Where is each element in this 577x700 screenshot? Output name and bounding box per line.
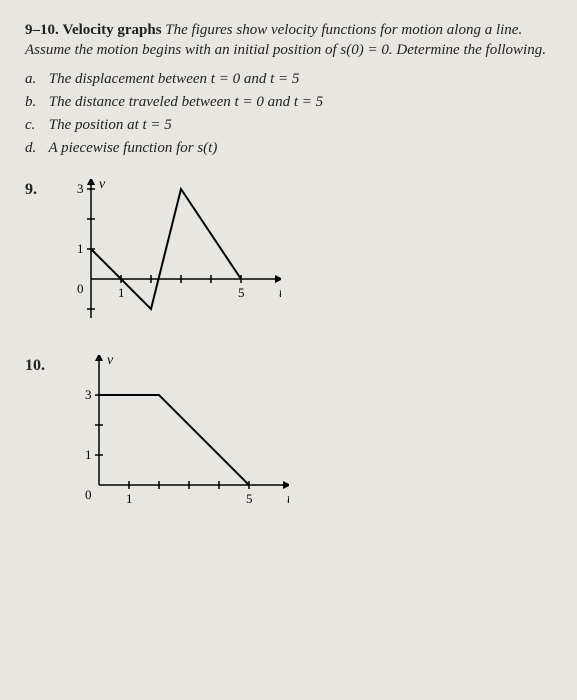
chart-9-number: 9. [25, 179, 37, 201]
question-text: The position at t = 5 [49, 117, 172, 133]
chart-9-block: 9. v t 0 1 5 1 3 [25, 179, 552, 345]
svg-text:3: 3 [77, 181, 84, 196]
svg-text:1: 1 [118, 285, 125, 300]
svg-text:3: 3 [85, 387, 92, 402]
question-b: b. The distance traveled between t = 0 a… [25, 92, 552, 112]
question-list: a. The displacement between t = 0 and t … [25, 69, 552, 159]
question-text: The distance traveled between t = 0 and … [49, 94, 323, 110]
svg-text:5: 5 [246, 491, 253, 506]
svg-text:t: t [279, 286, 281, 301]
svg-text:t: t [287, 492, 289, 507]
problem-range: 9–10. [25, 22, 59, 38]
question-label: b. [25, 92, 45, 112]
svg-text:1: 1 [126, 491, 133, 506]
problem-title: Velocity graphs [63, 22, 162, 38]
chart-9: v t 0 1 5 1 3 [51, 179, 281, 339]
svg-text:v: v [107, 355, 114, 368]
svg-text:1: 1 [77, 241, 84, 256]
question-label: c. [25, 115, 45, 135]
question-text: A piecewise function for s(t) [48, 140, 217, 156]
svg-text:0: 0 [85, 487, 92, 502]
svg-text:0: 0 [77, 281, 84, 296]
question-a: a. The displacement between t = 0 and t … [25, 69, 552, 89]
svg-text:5: 5 [238, 285, 245, 300]
question-label: d. [25, 138, 45, 158]
question-label: a. [25, 69, 45, 89]
svg-text:1: 1 [85, 447, 92, 462]
chart-10-block: 10. v t 0 1 5 1 3 [25, 355, 552, 516]
chart-10: v t 0 1 5 1 3 [59, 355, 289, 510]
chart-10-number: 10. [25, 355, 45, 377]
question-d: d. A piecewise function for s(t) [25, 138, 552, 158]
svg-text:v: v [99, 179, 106, 192]
question-text: The displacement between t = 0 and t = 5 [49, 71, 300, 87]
question-c: c. The position at t = 5 [25, 115, 552, 135]
problem-header: 9–10. Velocity graphs The figures show v… [25, 20, 552, 61]
